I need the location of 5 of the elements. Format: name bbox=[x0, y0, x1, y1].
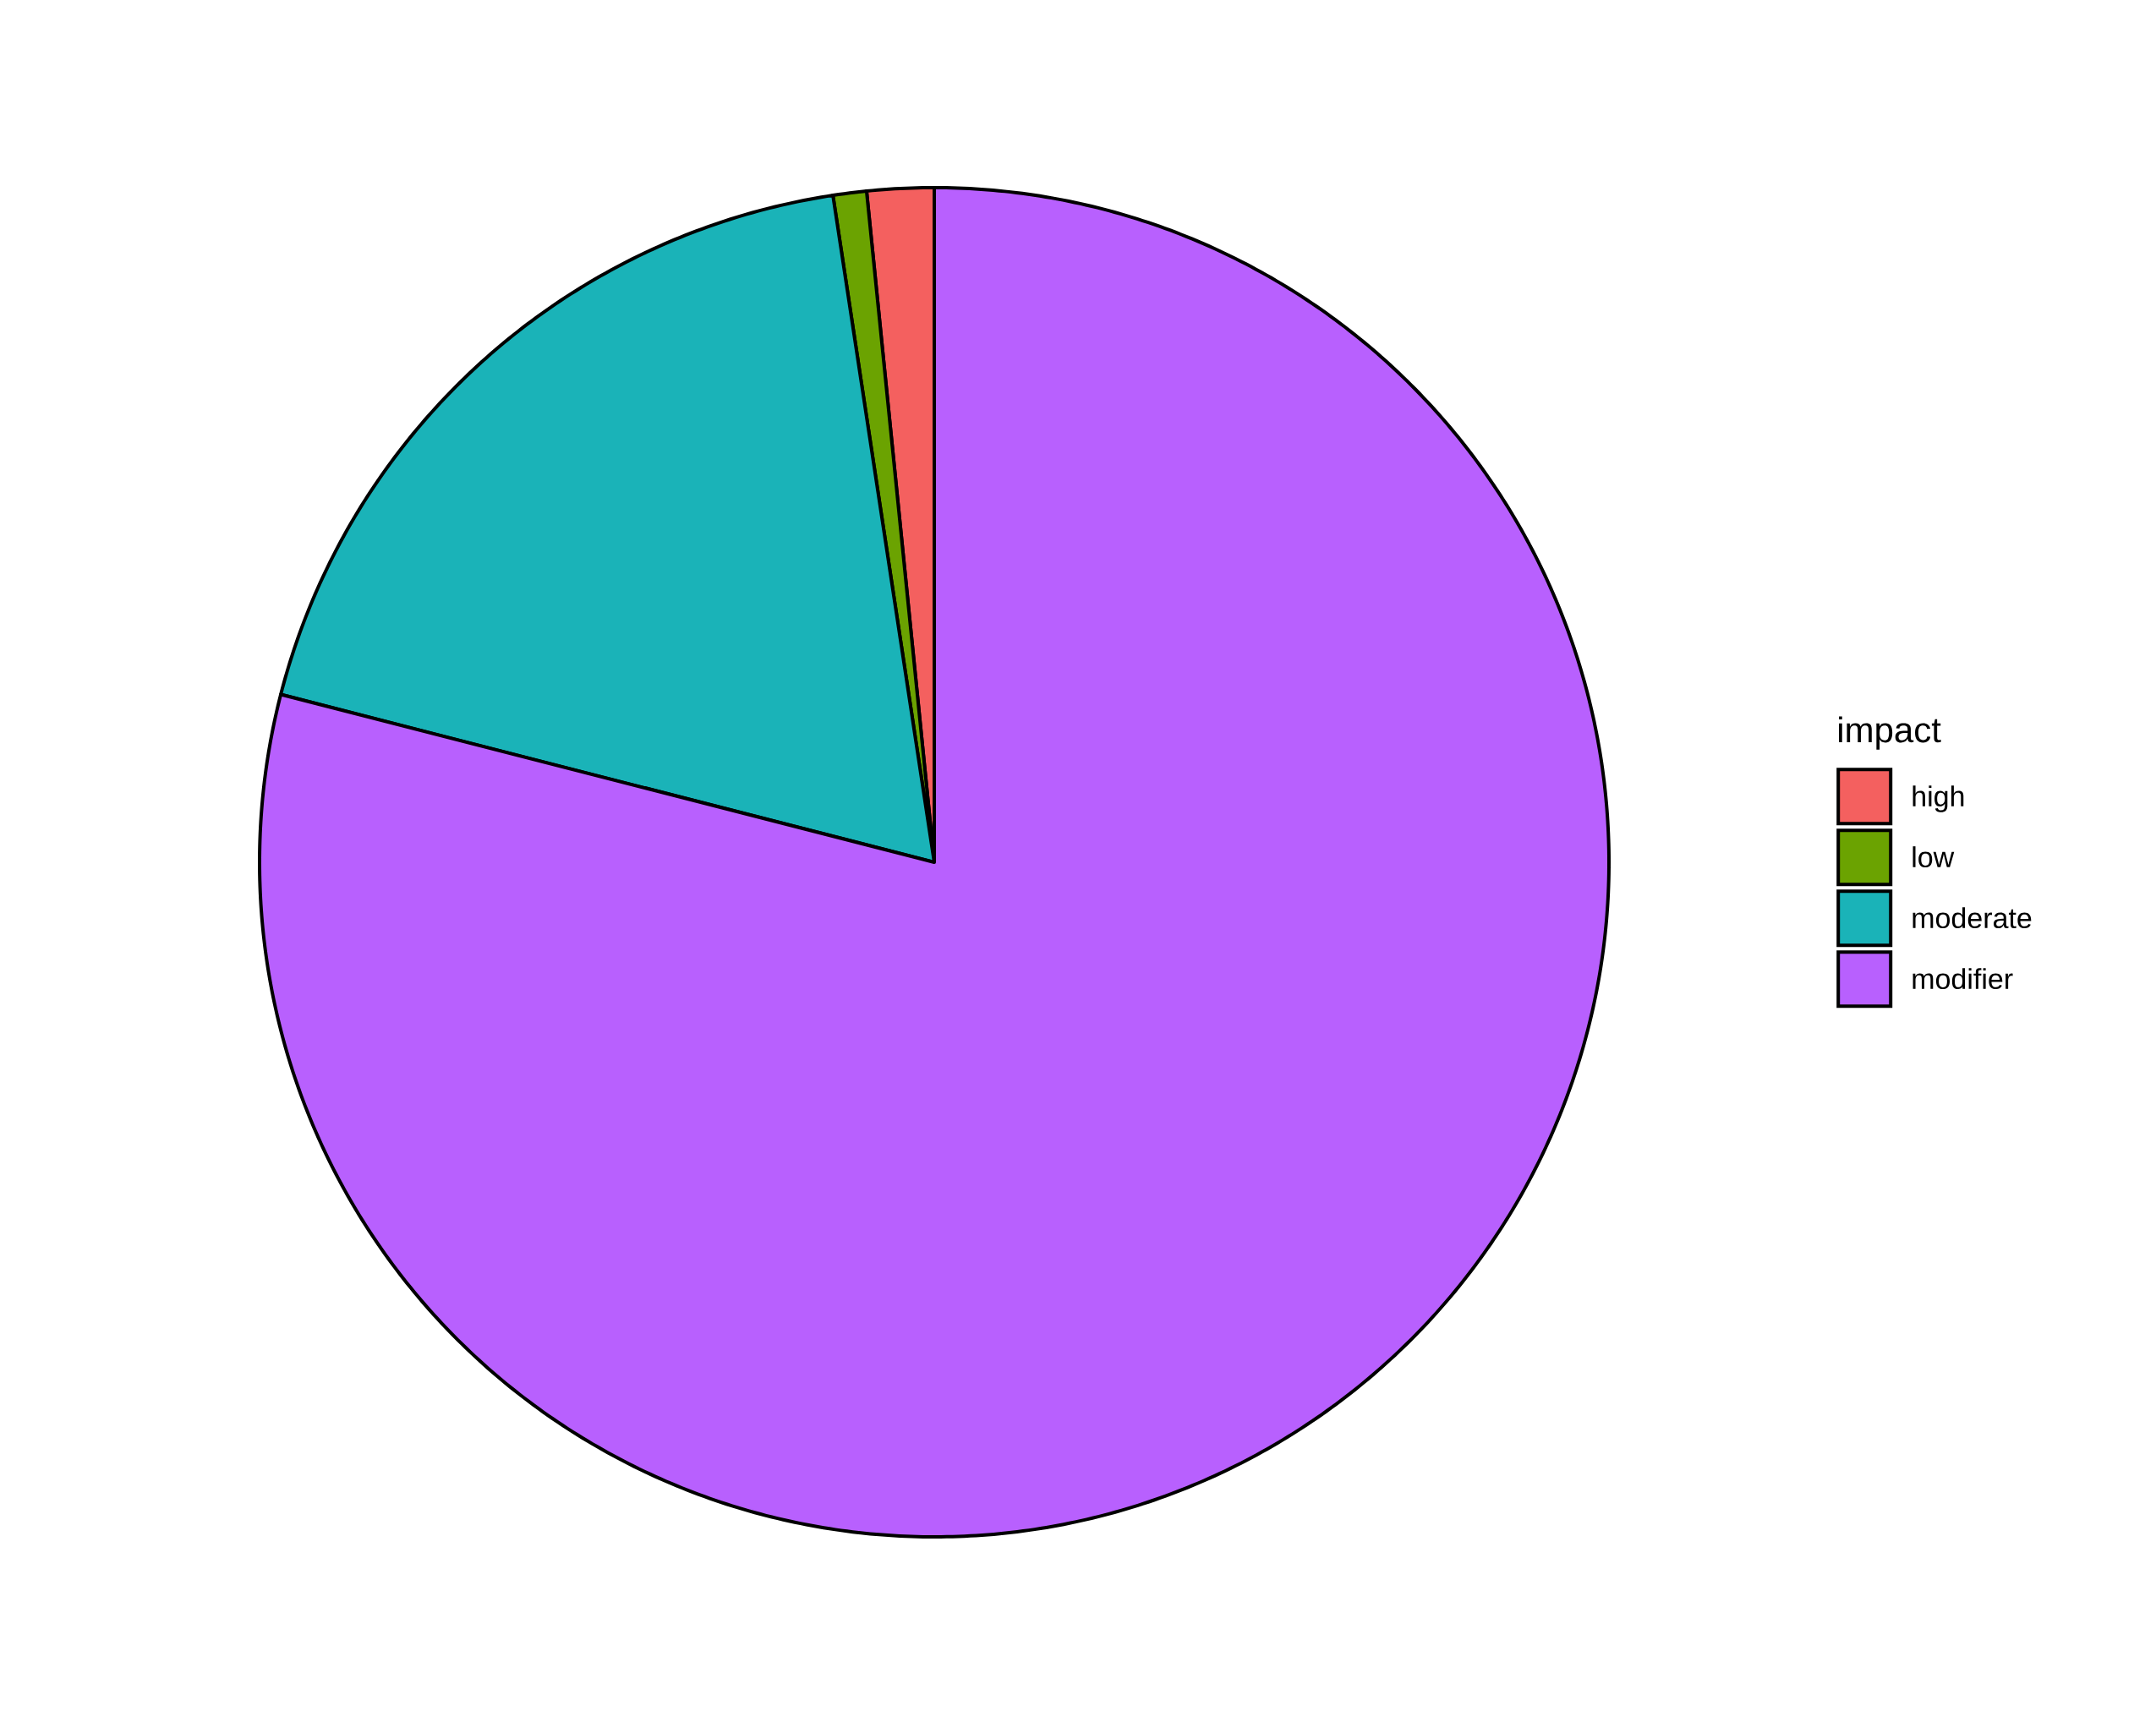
legend-label: high bbox=[1912, 785, 1964, 812]
legend-title: impact bbox=[1839, 716, 1941, 750]
legend-label: moderate bbox=[1912, 907, 2032, 929]
legend-label: low bbox=[1912, 846, 1955, 868]
legend-label: modifier bbox=[1912, 968, 2013, 990]
